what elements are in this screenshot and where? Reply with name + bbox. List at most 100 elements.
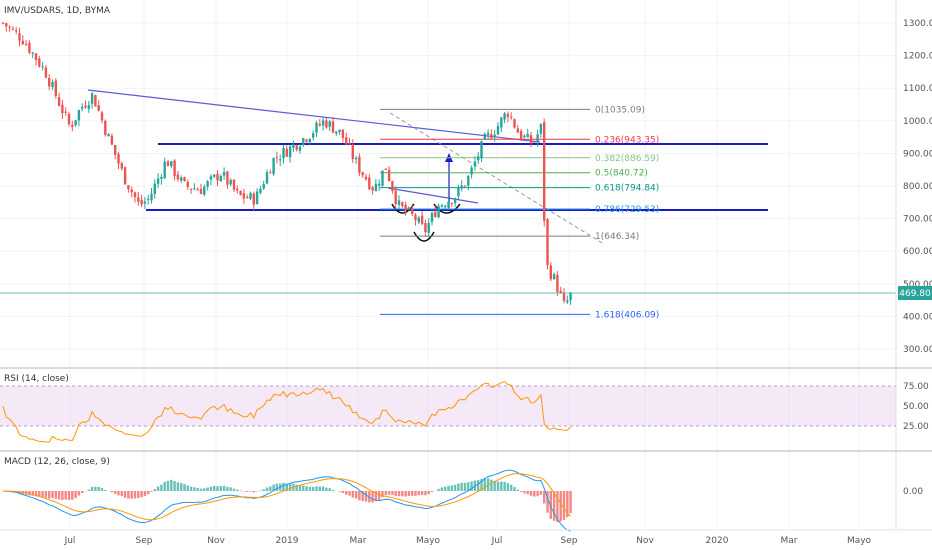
macd-histogram-bar: [275, 483, 279, 491]
macd-histogram-bar: [137, 491, 140, 499]
time-axis[interactable]: Jul Sep Nov 2019 Mar Mayo Jul Sep Nov 2020 Mar Mayo: [0, 529, 932, 546]
candle-body: [529, 135, 533, 144]
candle-body: [252, 193, 255, 205]
candle-body: [41, 66, 44, 68]
candle-body: [368, 177, 371, 189]
macd-histogram-bar: [236, 489, 239, 491]
macd-histogram-bar: [90, 487, 94, 491]
macd-histogram-bar: [176, 482, 180, 491]
macd-histogram-bar: [348, 491, 351, 496]
macd-histogram-bar: [173, 480, 176, 491]
macd-histogram-bar: [41, 491, 44, 497]
macd-histogram-bar: [519, 491, 523, 493]
macd-histogram-bar: [269, 486, 272, 491]
macd-histogram-bar: [213, 485, 216, 491]
candle-body: [67, 113, 71, 125]
candle-body: [246, 197, 249, 199]
candle-body: [371, 187, 374, 191]
candle-body: [361, 172, 364, 176]
candle-body: [506, 114, 510, 117]
macd-histogram-bar: [31, 491, 34, 496]
price-tick-label: 700.00: [903, 215, 932, 225]
macd-histogram-bar: [496, 481, 500, 491]
candle-body: [170, 161, 173, 167]
time-tick-label: Jul: [64, 536, 76, 546]
price-tick-label: 300.00: [903, 345, 932, 355]
macd-histogram-bar: [265, 487, 269, 491]
candle-body: [100, 112, 104, 121]
candle-body: [199, 188, 203, 194]
candle-body: [460, 185, 463, 189]
candle-body: [569, 292, 572, 301]
candle-body: [166, 161, 170, 167]
macd-histogram-bar: [282, 482, 285, 491]
candle-body: [536, 134, 539, 143]
macd-histogram-bar: [457, 483, 460, 491]
macd-histogram-bar: [193, 487, 196, 491]
candle-body: [298, 146, 302, 151]
macd-histogram-bar: [81, 491, 84, 494]
macd-tick-label: 0.00: [903, 487, 923, 497]
candle-body: [259, 188, 262, 193]
candle-body: [427, 222, 430, 233]
candle-body: [219, 176, 222, 182]
time-tick-label: Sep: [561, 536, 578, 546]
candle-body: [232, 179, 236, 190]
macd-histogram-bar: [341, 491, 345, 494]
candle-body: [48, 78, 51, 87]
macd-histogram-bar: [44, 491, 48, 498]
macd-panel: MACD (12, 26, close, 9) 0.00: [2, 457, 923, 532]
candle-body: [1, 22, 5, 24]
rsi-panel: RSI (14, close) 75.00 50.00 25.00: [0, 374, 929, 443]
macd-histogram-bar: [549, 491, 552, 519]
macd-histogram-bar: [569, 491, 572, 514]
macd-histogram-bar: [354, 491, 358, 499]
macd-histogram-bar: [533, 491, 536, 497]
macd-histogram-bar: [447, 485, 450, 491]
inner-trend-line[interactable]: [387, 187, 479, 204]
price-tick-label: 400.00: [903, 312, 932, 322]
price-axis[interactable]: 1300.00 1200.00 1100.00 1000.00 900.00 800.00…: [895, 0, 932, 530]
candle-body: [473, 161, 477, 167]
macd-histogram-bar: [391, 491, 394, 495]
candle-body: [552, 274, 556, 279]
macd-histogram-bar: [150, 491, 153, 492]
macd-histogram-bar: [242, 491, 246, 492]
descending-trend-line[interactable]: [87, 89, 541, 143]
candle-body: [77, 109, 81, 121]
macd-histogram-bar: [318, 486, 321, 491]
macd-histogram-bar: [397, 491, 401, 497]
last-price-badge: [898, 286, 932, 300]
candle-body: [467, 176, 470, 186]
macd-histogram-bar: [387, 491, 391, 495]
candle-body: [5, 23, 8, 27]
macd-histogram-bar: [222, 485, 226, 491]
macd-histogram-bar: [94, 486, 97, 491]
macd-histogram-bar: [110, 491, 114, 493]
macd-histogram-bar: [424, 491, 427, 496]
candle-body: [24, 43, 28, 45]
macd-histogram-bar: [500, 481, 503, 491]
candle-body: [143, 201, 147, 204]
candle-body: [90, 93, 94, 104]
rsi-title: RSI (14, close): [4, 374, 69, 384]
candle-body: [34, 53, 38, 61]
candle-body: [450, 203, 453, 205]
candle-body: [523, 135, 526, 138]
candle-body: [546, 219, 549, 265]
price-candles: [1, 22, 572, 305]
candle-body: [430, 213, 434, 222]
macd-histogram-bar: [516, 489, 519, 491]
macd-histogram-bar: [186, 485, 189, 491]
candle-body: [335, 131, 338, 134]
macd-histogram-bar: [166, 480, 170, 491]
macd-histogram-bar: [552, 491, 556, 521]
candle-body: [147, 198, 150, 200]
candle-body: [394, 190, 397, 205]
candle-body: [348, 143, 351, 145]
time-tick-label: Mar: [350, 536, 367, 546]
time-tick-label: Mayo: [416, 536, 441, 546]
macd-histogram-bar: [404, 491, 407, 497]
candle-body: [490, 134, 493, 139]
